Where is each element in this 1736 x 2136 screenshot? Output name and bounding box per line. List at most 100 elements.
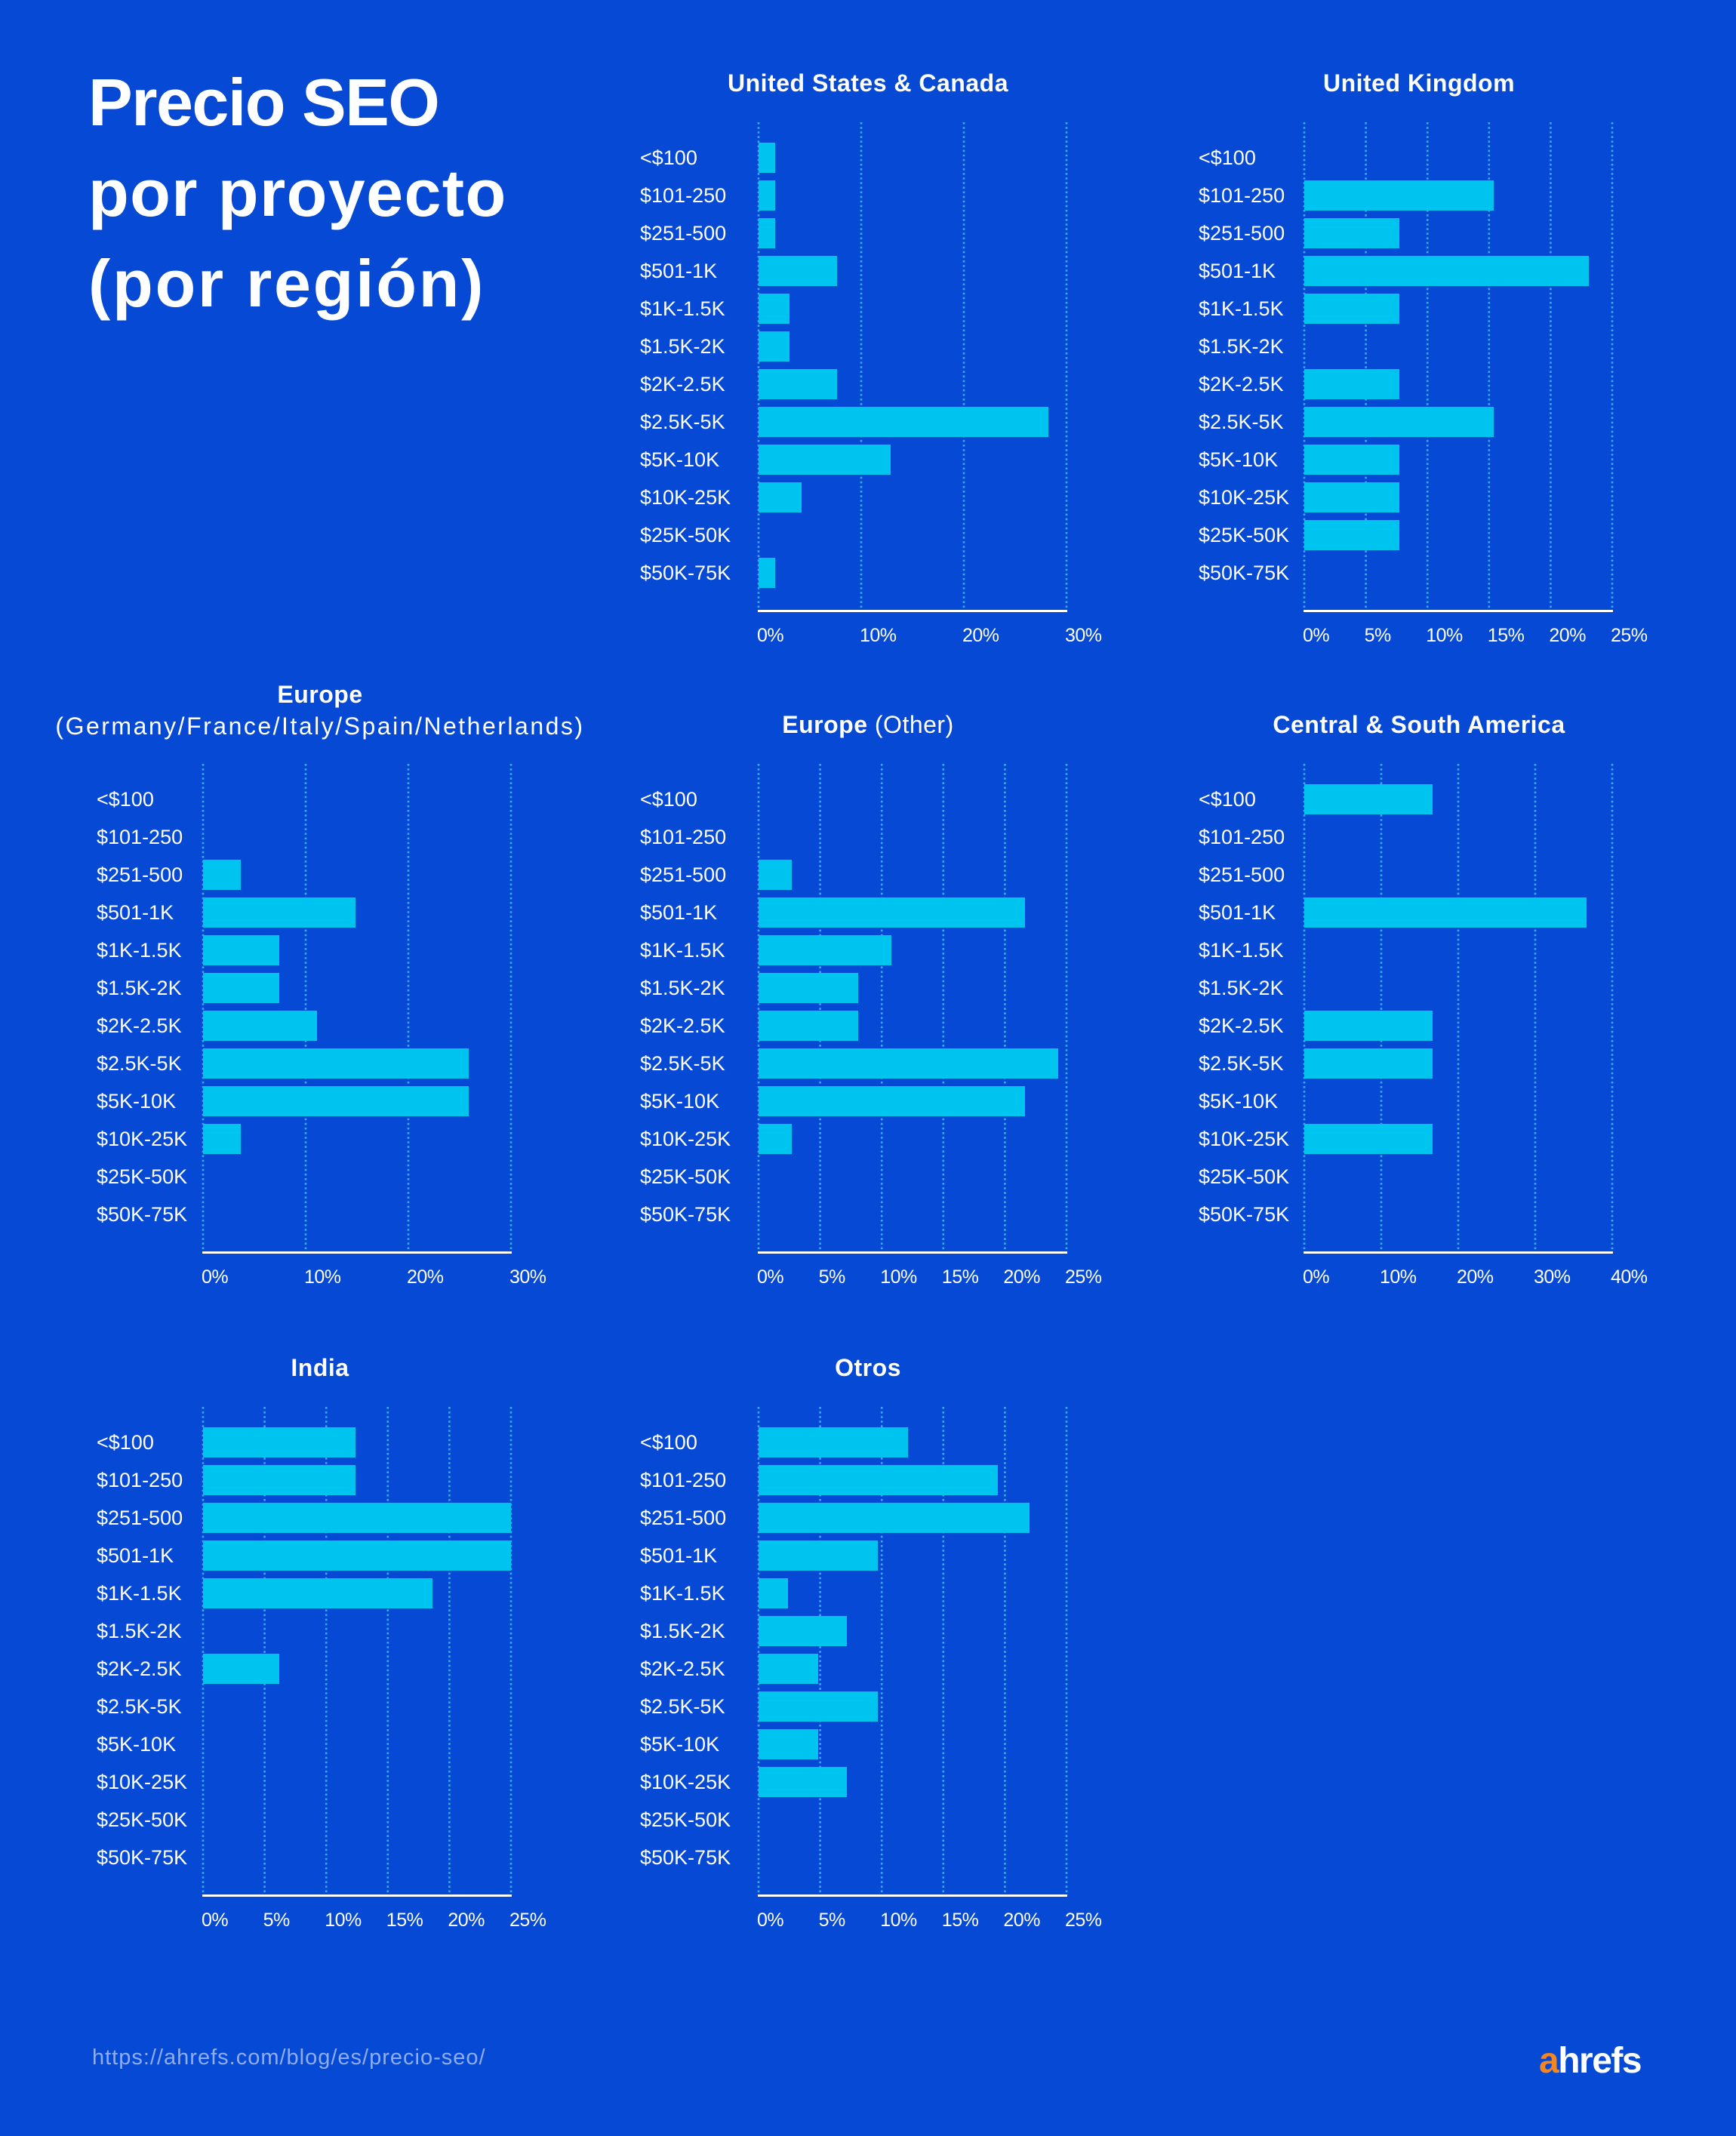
svg-text:$25K-50K: $25K-50K [640,524,731,546]
svg-text:$1K-1.5K: $1K-1.5K [640,1582,725,1605]
svg-text:$25K-50K: $25K-50K [1199,1165,1289,1188]
svg-text:$1K-1.5K: $1K-1.5K [640,939,725,962]
svg-text:$2K-2.5K: $2K-2.5K [97,1657,182,1680]
svg-text:0%: 0% [202,1267,228,1288]
svg-text:$2K-2.5K: $2K-2.5K [97,1014,182,1037]
svg-text:$1K-1.5K: $1K-1.5K [640,297,725,320]
svg-text:15%: 15% [386,1910,423,1931]
svg-text:$2K-2.5K: $2K-2.5K [640,1657,725,1680]
svg-text:$1.5K-2K: $1.5K-2K [1199,335,1284,358]
svg-text:India: India [291,1354,349,1381]
svg-text:0%: 0% [1303,625,1329,646]
svg-text:$1.5K-2K: $1.5K-2K [640,1620,725,1642]
svg-text:$2K-2.5K: $2K-2.5K [1199,1014,1284,1037]
svg-text:https://ahrefs.com/blog/es/pre: https://ahrefs.com/blog/es/precio-seo/ [92,2045,486,2070]
svg-text:$10K-25K: $10K-25K [640,1128,731,1150]
svg-text:$501-1K: $501-1K [640,901,717,924]
svg-text:$501-1K: $501-1K [97,1544,174,1567]
svg-text:$251-500: $251-500 [640,1507,726,1529]
svg-text:25%: 25% [1065,1267,1102,1288]
svg-text:10%: 10% [880,1910,917,1931]
svg-text:5%: 5% [263,1910,290,1931]
svg-text:<$100: <$100 [1199,788,1256,811]
svg-text:0%: 0% [202,1910,228,1931]
svg-text:20%: 20% [1003,1267,1040,1288]
svg-text:$10K-25K: $10K-25K [97,1771,187,1793]
svg-text:$1.5K-2K: $1.5K-2K [640,977,725,999]
svg-text:5%: 5% [819,1910,845,1931]
svg-text:10%: 10% [880,1267,917,1288]
svg-text:10%: 10% [1426,625,1463,646]
svg-text:0%: 0% [757,625,783,646]
svg-text:$10K-25K: $10K-25K [640,1771,731,1793]
svg-text:$5K-10K: $5K-10K [640,448,719,471]
svg-text:$101-250: $101-250 [1199,826,1285,848]
svg-text:Europe (Other): Europe (Other) [782,711,953,738]
svg-text:$1.5K-2K: $1.5K-2K [640,335,725,358]
svg-text:25%: 25% [509,1910,546,1931]
svg-text:0%: 0% [1303,1267,1329,1288]
svg-text:$501-1K: $501-1K [640,1544,717,1567]
svg-text:$10K-25K: $10K-25K [640,486,731,509]
svg-text:10%: 10% [1380,1267,1417,1288]
svg-text:$501-1K: $501-1K [1199,260,1276,282]
svg-text:$1.5K-2K: $1.5K-2K [97,1620,182,1642]
svg-text:$50K-75K: $50K-75K [1199,1203,1289,1226]
svg-text:$101-250: $101-250 [640,1469,726,1491]
svg-text:$50K-75K: $50K-75K [97,1846,187,1869]
svg-text:$501-1K: $501-1K [97,901,174,924]
svg-text:$2.5K-5K: $2.5K-5K [1199,411,1284,433]
svg-text:$2.5K-5K: $2.5K-5K [1199,1052,1284,1075]
svg-text:5%: 5% [1365,625,1391,646]
svg-text:<$100: <$100 [640,146,697,169]
svg-text:$251-500: $251-500 [640,222,726,245]
svg-text:$1K-1.5K: $1K-1.5K [97,939,182,962]
svg-text:$10K-25K: $10K-25K [97,1128,187,1150]
svg-text:por proyecto: por proyecto [88,155,507,230]
svg-text:15%: 15% [942,1910,979,1931]
svg-text:$101-250: $101-250 [640,826,726,848]
svg-text:$2.5K-5K: $2.5K-5K [97,1695,182,1718]
svg-text:Europe: Europe [277,681,362,708]
svg-text:$5K-10K: $5K-10K [640,1090,719,1113]
svg-text:10%: 10% [860,625,897,646]
svg-text:$1K-1.5K: $1K-1.5K [1199,297,1284,320]
svg-text:$251-500: $251-500 [1199,863,1285,886]
svg-text:$2K-2.5K: $2K-2.5K [640,1014,725,1037]
svg-text:30%: 30% [509,1267,546,1288]
svg-text:0%: 0% [757,1267,783,1288]
svg-text:(por región): (por región) [88,246,485,321]
svg-text:(Germany/France/Italy/Spain/Ne: (Germany/France/Italy/Spain/Netherlands) [55,713,584,740]
svg-text:$2.5K-5K: $2.5K-5K [640,1052,725,1075]
svg-text:20%: 20% [448,1910,485,1931]
svg-text:United Kingdom: United Kingdom [1323,69,1515,97]
svg-text:<$100: <$100 [640,788,697,811]
svg-text:Precio SEO: Precio SEO [88,65,439,140]
svg-text:$5K-10K: $5K-10K [1199,448,1278,471]
svg-text:5%: 5% [819,1267,845,1288]
svg-text:Otros: Otros [835,1354,901,1381]
svg-text:$251-500: $251-500 [640,863,726,886]
svg-text:$1K-1.5K: $1K-1.5K [97,1582,182,1605]
svg-text:20%: 20% [962,625,999,646]
svg-text:ahrefs: ahrefs [1539,2041,1641,2081]
svg-text:$5K-10K: $5K-10K [640,1733,719,1756]
svg-text:20%: 20% [1549,625,1586,646]
svg-text:$1K-1.5K: $1K-1.5K [1199,939,1284,962]
svg-text:United States & Canada: United States & Canada [728,69,1008,97]
svg-text:$501-1K: $501-1K [640,260,717,282]
svg-text:10%: 10% [304,1267,341,1288]
svg-text:$50K-75K: $50K-75K [640,1846,731,1869]
svg-text:$25K-50K: $25K-50K [640,1808,731,1831]
svg-text:20%: 20% [1457,1267,1494,1288]
svg-text:<$100: <$100 [640,1431,697,1454]
svg-text:$1.5K-2K: $1.5K-2K [1199,977,1284,999]
svg-text:20%: 20% [1003,1910,1040,1931]
svg-text:30%: 30% [1534,1267,1571,1288]
svg-text:$251-500: $251-500 [97,1507,183,1529]
svg-text:$50K-75K: $50K-75K [640,1203,731,1226]
svg-text:$101-250: $101-250 [97,826,183,848]
svg-text:25%: 25% [1611,625,1648,646]
svg-text:$2.5K-5K: $2.5K-5K [640,1695,725,1718]
svg-text:$101-250: $101-250 [1199,184,1285,207]
